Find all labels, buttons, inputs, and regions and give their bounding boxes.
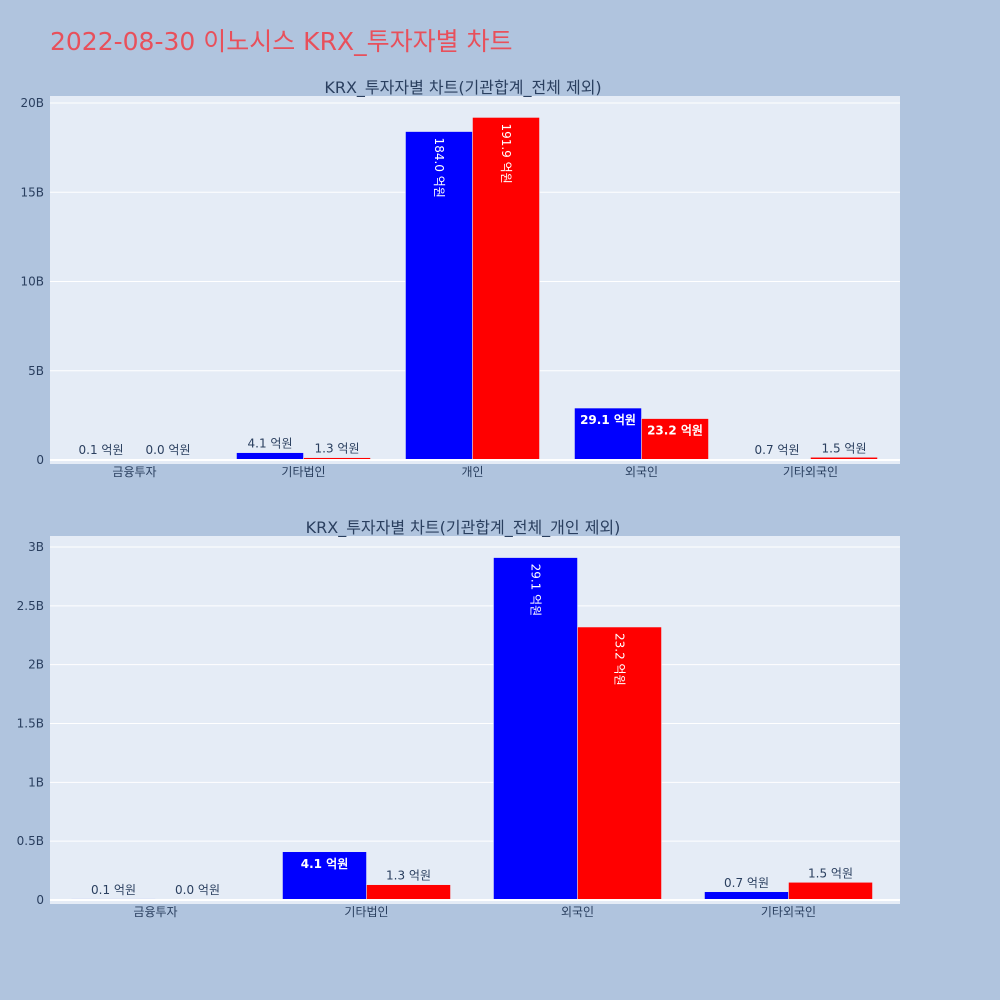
bar-data-label: 0.0 억원 (175, 883, 220, 897)
chart-title: KRX_투자자별 차트(기관합계_전체 제외) (324, 78, 601, 98)
x-tick-label: 외국인 (561, 905, 594, 919)
y-tick-label: 5B (28, 364, 44, 378)
x-tick-label: 금융투자 (133, 905, 177, 919)
bar[interactable] (577, 626, 662, 901)
bar[interactable] (574, 407, 642, 461)
bar-data-label: 1.3 억원 (315, 442, 360, 456)
x-tick-label: 기타외국인 (761, 905, 816, 919)
bar-data-label: 1.3 억원 (386, 869, 431, 883)
bar-data-label: 1.5 억원 (808, 866, 853, 880)
bar-data-label: 23.2 억원 (613, 633, 627, 686)
x-tick-label: 기타외국인 (783, 465, 838, 479)
bar-data-label: 23.2 억원 (647, 424, 703, 438)
chart-krx-investor-excl-institution: KRX_투자자별 차트(기관합계_전체 제외) 0 5B 10B 15B 20B 0.1 억… (20, 78, 900, 479)
bar[interactable] (405, 131, 473, 461)
bar-data-label: 0.1 억원 (91, 883, 136, 897)
bar-data-label: 191.9 억원 (499, 123, 513, 183)
x-tick-label: 개인 (461, 465, 483, 479)
y-tick-label: 1.5B (17, 717, 44, 731)
bar-data-label: 1.5 억원 (822, 441, 867, 455)
page-title: 2022-08-30 이노시스 KRX_투자자별 차트 (50, 27, 513, 56)
y-tick-label: 10B (20, 275, 44, 289)
y-tick-label: 2.5B (17, 599, 44, 613)
bar[interactable] (788, 882, 873, 901)
bar-data-label: 4.1 억원 (301, 857, 349, 871)
bar-data-label: 0.7 억원 (755, 443, 800, 457)
bar[interactable] (641, 418, 709, 461)
bar[interactable] (366, 884, 451, 901)
x-tick-label: 기타법인 (281, 465, 325, 479)
bar-data-label: 4.1 억원 (248, 437, 293, 451)
bar[interactable] (704, 891, 789, 901)
y-tick-label: 0 (36, 453, 44, 467)
x-tick-label: 기타법인 (344, 905, 388, 919)
bar-data-label: 0.1 억원 (79, 443, 124, 457)
y-tick-label: 2B (28, 658, 44, 672)
bar-data-label: 184.0 억원 (432, 138, 446, 198)
plot-area (50, 536, 900, 904)
bar-data-label: 29.1 억원 (529, 564, 543, 617)
bar[interactable] (493, 557, 578, 901)
y-tick-label: 15B (20, 185, 44, 199)
x-tick-label: 외국인 (625, 465, 658, 479)
bar-data-label: 0.0 억원 (146, 443, 191, 457)
x-tick-label: 금융투자 (112, 465, 156, 479)
y-tick-label: 0 (36, 893, 44, 907)
bar-data-label: 29.1 억원 (580, 413, 636, 427)
bar[interactable] (282, 851, 367, 901)
chart-krx-investor-excl-institution-individual: KRX_투자자별 차트(기관합계_전체_개인 제외) 0 0.5B 1B 1.5B 2B 2… (17, 518, 900, 919)
bar[interactable] (472, 117, 540, 461)
bar-data-label: 0.7 억원 (724, 876, 769, 890)
y-tick-label: 3B (28, 540, 44, 554)
y-tick-label: 20B (20, 96, 44, 110)
y-tick-label: 1B (28, 775, 44, 789)
y-tick-label: 0.5B (17, 834, 44, 848)
chart-title: KRX_투자자별 차트(기관합계_전체_개인 제외) (306, 518, 621, 538)
